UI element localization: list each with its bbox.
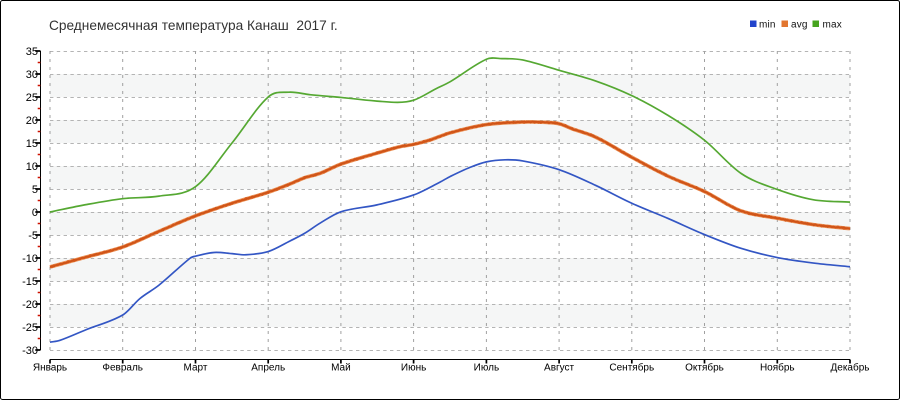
svg-text:-5: -5 [28, 230, 38, 242]
svg-text:Сентябрь: Сентябрь [609, 361, 654, 373]
svg-text:min: min [759, 20, 776, 31]
svg-text:20: 20 [26, 115, 38, 127]
svg-text:Август: Август [544, 362, 575, 373]
svg-text:-10: -10 [22, 253, 38, 265]
svg-text:30: 30 [26, 69, 38, 81]
svg-text:Октябрь: Октябрь [685, 361, 724, 373]
svg-text:Март: Март [184, 362, 208, 373]
svg-text:-30: -30 [22, 345, 38, 357]
svg-text:Апрель: Апрель [251, 362, 285, 373]
svg-text:Ноябрь: Ноябрь [760, 361, 795, 373]
svg-text:Февраль: Февраль [102, 362, 143, 373]
svg-text:Декабрь: Декабрь [831, 361, 870, 373]
svg-text:-15: -15 [22, 276, 38, 288]
svg-text:Июнь: Июнь [401, 362, 426, 373]
svg-text:0: 0 [32, 207, 38, 219]
svg-text:Январь: Январь [33, 362, 67, 373]
svg-text:avg: avg [791, 20, 808, 31]
svg-text:35: 35 [26, 46, 38, 58]
svg-text:15: 15 [26, 138, 38, 150]
svg-text:Июль: Июль [474, 362, 500, 373]
svg-text:25: 25 [26, 92, 38, 104]
svg-text:Среднемесячная температура Кан: Среднемесячная температура Канаш 2017 г. [49, 18, 338, 33]
svg-text:Май: Май [331, 362, 351, 373]
svg-text:10: 10 [26, 161, 38, 173]
svg-text:-25: -25 [22, 322, 38, 334]
svg-text:-20: -20 [22, 299, 38, 311]
svg-text:5: 5 [32, 184, 38, 196]
svg-text:max: max [823, 20, 842, 31]
